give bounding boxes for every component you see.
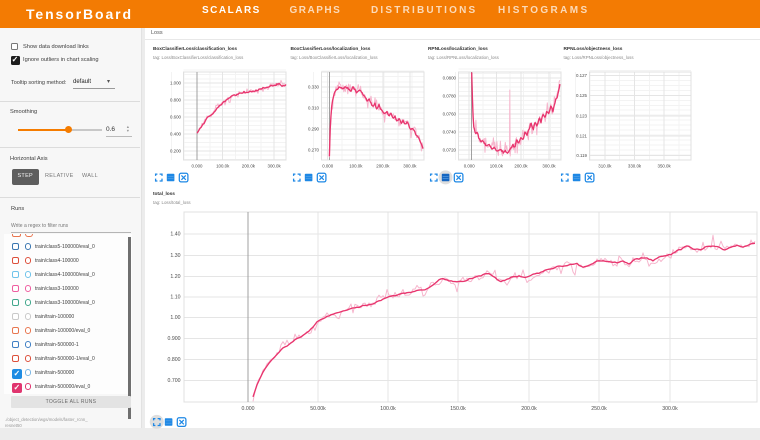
svg-text:0.0760: 0.0760 — [443, 112, 457, 117]
svg-text:0.700: 0.700 — [168, 378, 181, 384]
svg-text:0.200: 0.200 — [170, 149, 182, 154]
svg-text:0.119: 0.119 — [576, 153, 587, 158]
svg-text:0.000: 0.000 — [322, 164, 334, 169]
svg-text:200.0k: 200.0k — [514, 164, 528, 169]
svg-text:100.0k: 100.0k — [380, 406, 396, 412]
svg-text:1.30: 1.30 — [170, 253, 180, 259]
svg-text:100.0k: 100.0k — [349, 164, 363, 169]
svg-text:0.123: 0.123 — [576, 114, 588, 119]
svg-text:0.000: 0.000 — [242, 406, 255, 412]
svg-text:1.000: 1.000 — [170, 81, 182, 86]
svg-text:0.127: 0.127 — [576, 73, 588, 78]
svg-text:0.600: 0.600 — [170, 115, 182, 120]
svg-text:0.0720: 0.0720 — [443, 148, 457, 153]
svg-text:150.0k: 150.0k — [450, 406, 466, 412]
svg-text:0.800: 0.800 — [168, 357, 181, 363]
svg-text:0.900: 0.900 — [168, 336, 181, 342]
svg-text:0.125: 0.125 — [576, 93, 588, 98]
svg-text:0.330: 0.330 — [308, 85, 320, 90]
svg-text:0.121: 0.121 — [576, 133, 588, 138]
svg-text:1.40: 1.40 — [170, 232, 180, 238]
svg-text:300.0k: 300.0k — [542, 164, 556, 169]
svg-text:0.310: 0.310 — [308, 106, 320, 111]
svg-text:0.000: 0.000 — [192, 164, 204, 169]
svg-text:350.0k: 350.0k — [657, 164, 671, 169]
svg-text:1.20: 1.20 — [170, 274, 180, 280]
svg-text:300.0k: 300.0k — [268, 164, 282, 169]
svg-text:300.0k: 300.0k — [662, 406, 678, 412]
svg-text:100.0k: 100.0k — [490, 164, 504, 169]
svg-text:100.0k: 100.0k — [216, 164, 230, 169]
svg-text:0.400: 0.400 — [170, 132, 182, 137]
svg-text:0.290: 0.290 — [308, 127, 320, 132]
svg-text:0.0800: 0.0800 — [443, 76, 457, 81]
svg-text:1.10: 1.10 — [170, 295, 180, 301]
svg-text:330.0k: 330.0k — [627, 164, 641, 169]
svg-text:200.0k: 200.0k — [242, 164, 256, 169]
svg-text:250.0k: 250.0k — [591, 406, 607, 412]
svg-text:300.0k: 300.0k — [403, 164, 417, 169]
svg-text:0.800: 0.800 — [170, 98, 182, 103]
svg-text:0.0780: 0.0780 — [443, 94, 457, 99]
svg-text:0.000: 0.000 — [464, 164, 476, 169]
svg-text:0.270: 0.270 — [308, 148, 320, 153]
svg-text:1.00: 1.00 — [170, 315, 180, 321]
svg-text:200.0k: 200.0k — [521, 406, 537, 412]
svg-text:200.0k: 200.0k — [376, 164, 390, 169]
svg-text:310.0k: 310.0k — [598, 164, 612, 169]
svg-text:0.0740: 0.0740 — [443, 130, 457, 135]
svg-text:50.00k: 50.00k — [310, 406, 326, 412]
